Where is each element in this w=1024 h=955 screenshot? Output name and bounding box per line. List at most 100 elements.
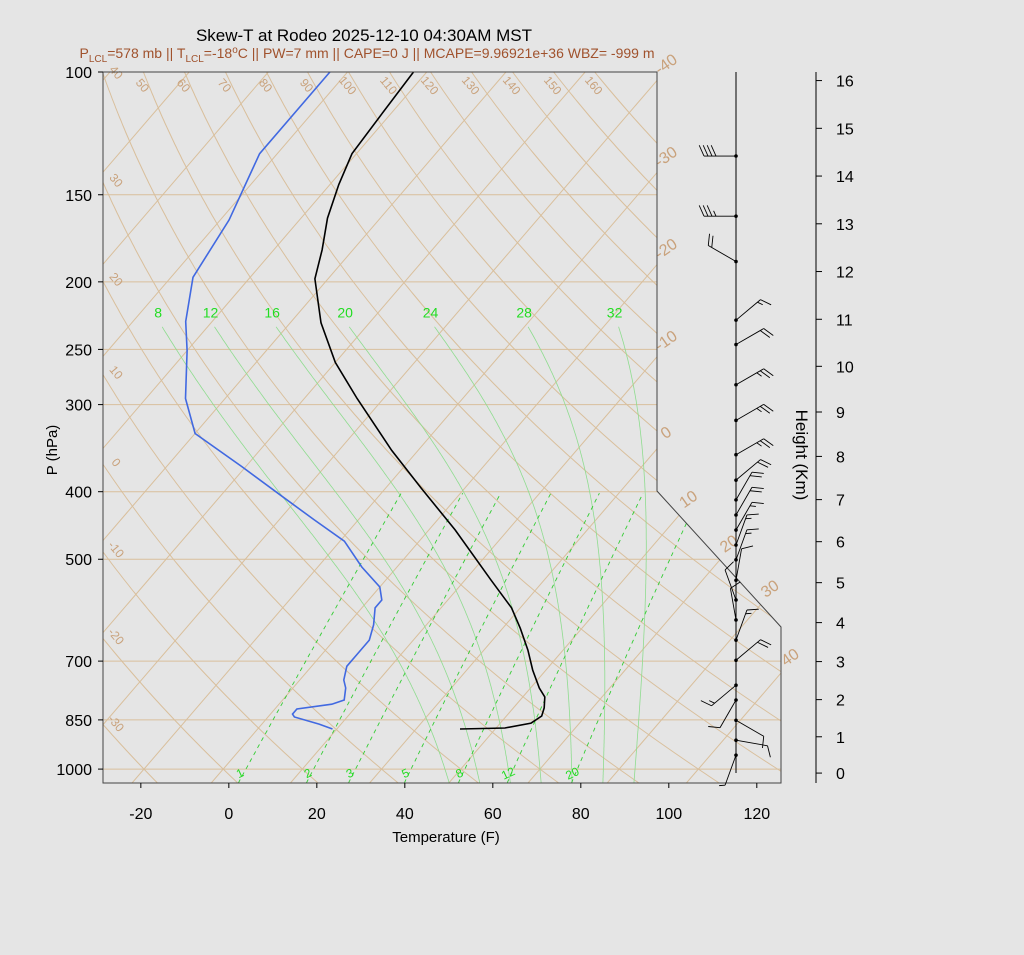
barb-feather — [757, 443, 762, 446]
y2-axis-label: Height (Km) — [792, 410, 811, 501]
wind-barb — [734, 502, 764, 532]
plot-frame — [103, 72, 781, 783]
mixing-ratio-label: 2 — [302, 765, 314, 781]
dry-adiabat — [431, 72, 1024, 783]
x-axis-label: Temperature (F) — [392, 829, 500, 846]
wind-barb — [734, 300, 771, 322]
barb-feather — [699, 145, 704, 156]
subtitle-part: LCL — [185, 54, 204, 65]
y2-tick-label: 6 — [836, 535, 845, 552]
moist-adiabat — [435, 327, 572, 783]
y2-tick-label: 11 — [836, 312, 853, 329]
mixing-ratio-line — [306, 493, 462, 783]
dry-adiabat-label: 140 — [500, 73, 524, 98]
moist-adiabat-label: 12 — [203, 305, 219, 321]
dry-adiabat — [20, 72, 558, 783]
dry-adiabat-label: -10 — [105, 538, 127, 561]
barb-feather — [750, 491, 762, 492]
moist-adiabat — [349, 327, 541, 783]
dry-adiabat — [0, 72, 158, 783]
barb-feather — [757, 408, 762, 411]
wind-barb — [734, 609, 759, 642]
dry-adiabat-label: 150 — [541, 73, 565, 98]
y-tick-label: 100 — [65, 65, 92, 82]
barb-base — [734, 578, 738, 582]
dry-adiabat-label: 0 — [109, 455, 124, 469]
y2-tick-label: 13 — [836, 217, 854, 234]
moist-adiabat — [162, 327, 449, 783]
barb-feather — [742, 546, 753, 549]
subtitle-part: P — [80, 45, 89, 61]
moist-adiabat-label: 24 — [423, 305, 439, 321]
dry-adiabat-label: 70 — [215, 76, 235, 95]
barb-base — [734, 498, 738, 502]
dry-adiabat-label: 20 — [106, 270, 126, 289]
dry-adiabat — [102, 72, 719, 783]
barb-feather — [752, 472, 764, 473]
isotherm — [132, 72, 743, 783]
dry-adiabat-label: 130 — [459, 73, 483, 98]
barb-feather — [757, 302, 762, 305]
dry-adiabat-label: 100 — [336, 73, 360, 98]
y2-tick-label: 1 — [836, 730, 845, 747]
barb-feather — [752, 502, 764, 503]
y-tick-label: 1000 — [56, 762, 92, 779]
isotherm — [0, 72, 506, 783]
wind-barb — [699, 145, 738, 158]
y-tick-label: 250 — [65, 342, 92, 359]
wind-barb — [734, 404, 773, 422]
barb-staff — [736, 439, 764, 455]
x-tick-label: 120 — [743, 806, 770, 823]
y2-tick-label: 0 — [836, 766, 845, 783]
isotherm — [686, 72, 1024, 783]
moist-adiabat-label: 8 — [154, 305, 162, 321]
x-tick-label: 0 — [224, 806, 233, 823]
barb-base — [734, 598, 738, 602]
dry-adiabat-label: 40 — [106, 63, 126, 82]
dry-adiabat — [472, 72, 1024, 783]
y-tick-label: 500 — [65, 552, 92, 569]
barb-base — [734, 528, 738, 532]
x-tick-label: 100 — [655, 806, 682, 823]
barb-base — [734, 343, 738, 347]
barb-base — [734, 513, 738, 517]
barb-base — [734, 718, 738, 722]
dry-adiabat — [554, 72, 1024, 783]
barb-staff — [736, 610, 747, 640]
mixing-ratio-label: 1 — [234, 765, 246, 781]
dry-adiabat — [143, 72, 799, 783]
barb-base — [734, 214, 738, 218]
barb-feather — [707, 145, 712, 156]
moist-adiabat-label: 32 — [607, 305, 623, 321]
barb-base — [734, 318, 738, 322]
isotherm — [528, 72, 1024, 783]
wind-barb — [734, 487, 764, 517]
mixing-ratio-label: 3 — [344, 765, 356, 781]
barb-base — [734, 260, 738, 264]
wind-barb — [734, 472, 764, 502]
barb-base — [734, 738, 738, 742]
barb-feather — [703, 205, 708, 216]
subtitle-part: LCL — [89, 54, 108, 65]
wind-barb — [699, 205, 738, 218]
y2-tick-label: 2 — [836, 693, 845, 710]
y-axis-label: P (hPa) — [44, 425, 61, 476]
barb-base — [734, 383, 738, 387]
y2-tick-label: 15 — [836, 121, 854, 138]
isotherm-label: -40 — [652, 51, 681, 78]
barb-staff — [711, 685, 736, 706]
y2-tick-label: 5 — [836, 576, 845, 593]
y-tick-label: 150 — [65, 188, 92, 205]
dry-adiabat-label: 90 — [297, 76, 317, 95]
barb-feather — [730, 582, 740, 589]
y2-tick-label: 14 — [836, 169, 854, 186]
dry-adiabat-label: 60 — [174, 76, 194, 95]
y2-tick-label: 8 — [836, 449, 845, 466]
wind-barb — [734, 460, 771, 482]
mixing-ratio-line — [238, 493, 401, 783]
dry-adiabat-label: 30 — [106, 171, 126, 190]
x-tick-label: 40 — [396, 806, 414, 823]
mixing-ratio-label: 8 — [453, 765, 465, 781]
barb-feather — [714, 211, 716, 216]
